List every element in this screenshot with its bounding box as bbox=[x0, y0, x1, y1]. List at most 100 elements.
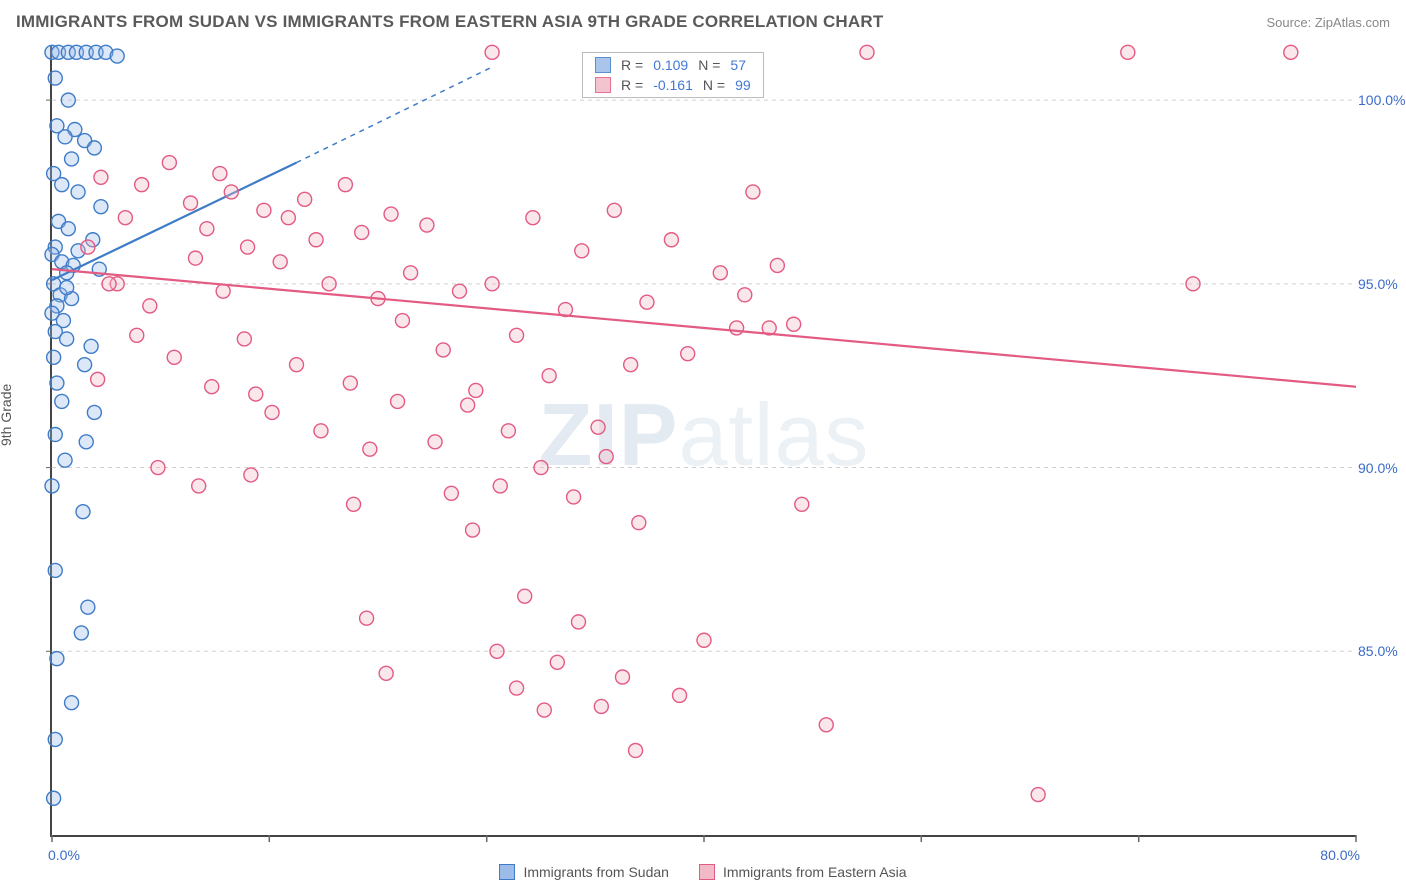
point-eastern_asia bbox=[241, 240, 255, 254]
point-sudan bbox=[55, 394, 69, 408]
point-eastern_asia bbox=[461, 398, 475, 412]
point-sudan bbox=[87, 141, 101, 155]
point-eastern_asia bbox=[607, 203, 621, 217]
point-eastern_asia bbox=[314, 424, 328, 438]
point-eastern_asia bbox=[640, 295, 654, 309]
point-sudan bbox=[110, 49, 124, 63]
point-eastern_asia bbox=[485, 45, 499, 59]
point-eastern_asia bbox=[143, 299, 157, 313]
point-eastern_asia bbox=[534, 461, 548, 475]
point-eastern_asia bbox=[746, 185, 760, 199]
point-eastern_asia bbox=[624, 358, 638, 372]
point-eastern_asia bbox=[281, 211, 295, 225]
point-eastern_asia bbox=[436, 343, 450, 357]
point-eastern_asia bbox=[118, 211, 132, 225]
stat-row-sudan: R =0.109N =57 bbox=[583, 55, 763, 75]
point-eastern_asia bbox=[420, 218, 434, 232]
point-sudan bbox=[47, 350, 61, 364]
point-eastern_asia bbox=[237, 332, 251, 346]
point-eastern_asia bbox=[102, 277, 116, 291]
y-tick-label: 90.0% bbox=[1358, 460, 1406, 476]
point-eastern_asia bbox=[594, 699, 608, 713]
point-eastern_asia bbox=[360, 611, 374, 625]
point-eastern_asia bbox=[188, 251, 202, 265]
point-eastern_asia bbox=[130, 328, 144, 342]
stat-row-eastern_asia: R =-0.161N =99 bbox=[583, 75, 763, 95]
point-sudan bbox=[84, 339, 98, 353]
point-eastern_asia bbox=[347, 497, 361, 511]
y-tick-label: 95.0% bbox=[1358, 276, 1406, 292]
point-eastern_asia bbox=[770, 258, 784, 272]
point-eastern_asia bbox=[273, 255, 287, 269]
point-eastern_asia bbox=[192, 479, 206, 493]
point-eastern_asia bbox=[1186, 277, 1200, 291]
point-eastern_asia bbox=[629, 743, 643, 757]
point-eastern_asia bbox=[184, 196, 198, 210]
point-eastern_asia bbox=[224, 185, 238, 199]
point-eastern_asia bbox=[395, 314, 409, 328]
point-eastern_asia bbox=[550, 655, 564, 669]
point-eastern_asia bbox=[518, 589, 532, 603]
point-eastern_asia bbox=[510, 681, 524, 695]
point-eastern_asia bbox=[860, 45, 874, 59]
legend-label-eastern_asia: Immigrants from Eastern Asia bbox=[723, 864, 907, 880]
point-eastern_asia bbox=[493, 479, 507, 493]
point-eastern_asia bbox=[466, 523, 480, 537]
point-sudan bbox=[76, 505, 90, 519]
x-tick-label-min: 0.0% bbox=[48, 847, 80, 863]
point-sudan bbox=[79, 435, 93, 449]
legend-swatch-eastern_asia bbox=[699, 864, 715, 880]
point-sudan bbox=[78, 358, 92, 372]
point-eastern_asia bbox=[537, 703, 551, 717]
point-eastern_asia bbox=[510, 328, 524, 342]
point-eastern_asia bbox=[343, 376, 357, 390]
point-eastern_asia bbox=[322, 277, 336, 291]
point-sudan bbox=[74, 626, 88, 640]
point-eastern_asia bbox=[681, 347, 695, 361]
point-eastern_asia bbox=[787, 317, 801, 331]
bottom-legend: Immigrants from Sudan Immigrants from Eas… bbox=[0, 864, 1406, 880]
chart-container: IMMIGRANTS FROM SUDAN VS IMMIGRANTS FROM… bbox=[0, 0, 1406, 892]
point-eastern_asia bbox=[379, 666, 393, 680]
point-sudan bbox=[60, 281, 74, 295]
point-eastern_asia bbox=[738, 288, 752, 302]
point-eastern_asia bbox=[167, 350, 181, 364]
point-eastern_asia bbox=[257, 203, 271, 217]
point-eastern_asia bbox=[91, 372, 105, 386]
point-eastern_asia bbox=[81, 240, 95, 254]
legend-item-sudan: Immigrants from Sudan bbox=[499, 864, 669, 880]
trend-eastern_asia bbox=[52, 269, 1356, 387]
point-sudan bbox=[48, 563, 62, 577]
point-eastern_asia bbox=[363, 442, 377, 456]
point-eastern_asia bbox=[205, 380, 219, 394]
point-eastern_asia bbox=[1284, 45, 1298, 59]
point-eastern_asia bbox=[94, 170, 108, 184]
point-sudan bbox=[94, 200, 108, 214]
plot-area: ZIPatlas 85.0%90.0%95.0%100.0%0.0%80.0%R… bbox=[50, 45, 1356, 837]
point-eastern_asia bbox=[469, 383, 483, 397]
point-eastern_asia bbox=[309, 233, 323, 247]
point-eastern_asia bbox=[404, 266, 418, 280]
point-eastern_asia bbox=[213, 167, 227, 181]
point-eastern_asia bbox=[795, 497, 809, 511]
y-axis-label: 9th Grade bbox=[0, 384, 14, 446]
point-eastern_asia bbox=[730, 321, 744, 335]
point-sudan bbox=[45, 479, 59, 493]
trend-sudan bbox=[52, 163, 297, 281]
point-eastern_asia bbox=[567, 490, 581, 504]
point-eastern_asia bbox=[384, 207, 398, 221]
plot-svg bbox=[52, 45, 1356, 835]
title-row: IMMIGRANTS FROM SUDAN VS IMMIGRANTS FROM… bbox=[16, 12, 1390, 32]
point-eastern_asia bbox=[542, 369, 556, 383]
point-eastern_asia bbox=[1121, 45, 1135, 59]
point-eastern_asia bbox=[501, 424, 515, 438]
x-tick-label-max: 80.0% bbox=[1320, 847, 1360, 863]
point-eastern_asia bbox=[298, 192, 312, 206]
point-eastern_asia bbox=[485, 277, 499, 291]
point-sudan bbox=[81, 600, 95, 614]
point-eastern_asia bbox=[216, 284, 230, 298]
point-eastern_asia bbox=[290, 358, 304, 372]
point-eastern_asia bbox=[428, 435, 442, 449]
point-sudan bbox=[87, 405, 101, 419]
point-eastern_asia bbox=[265, 405, 279, 419]
